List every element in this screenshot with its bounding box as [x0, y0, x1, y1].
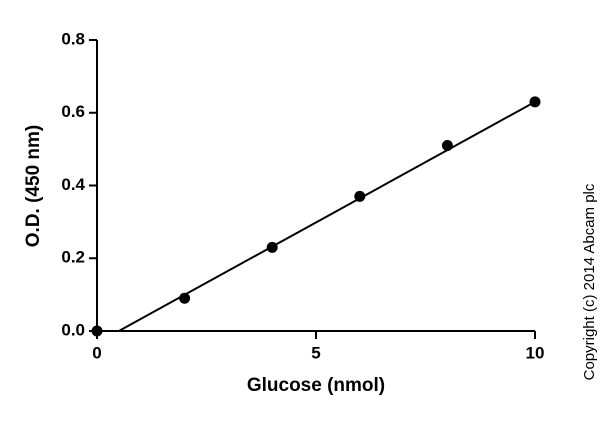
data-point: [91, 325, 103, 337]
y-tick-label: 0.2: [61, 248, 85, 267]
data-point: [529, 96, 541, 108]
copyright: Copyright (c) 2014 Abcam plc: [581, 183, 598, 380]
data-point: [179, 292, 191, 304]
fit-line: [118, 100, 536, 332]
y-tick-label: 0.0: [61, 320, 85, 339]
x-tick-label: 5: [311, 343, 320, 362]
y-axis-title: O.D. (450 nm): [23, 125, 44, 247]
data-point: [354, 190, 366, 202]
x-tick-label: 10: [526, 343, 545, 362]
x-axis-title: Glucose (nmol): [247, 375, 385, 396]
data-point: [266, 241, 278, 253]
y-tick-label: 0.6: [61, 102, 85, 121]
data-point: [441, 139, 453, 151]
x-tick-label: 0: [92, 343, 101, 362]
y-tick-label: 0.4: [61, 175, 85, 194]
y-tick-label: 0.8: [61, 29, 85, 48]
